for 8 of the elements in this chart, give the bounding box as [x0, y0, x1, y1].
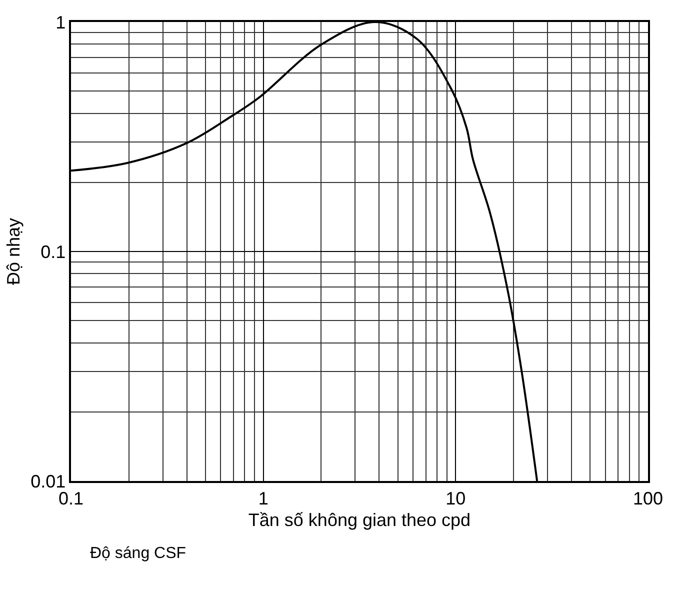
- y-axis-title: Độ nhạy: [3, 218, 24, 286]
- x-tick-label: 100: [632, 488, 664, 508]
- y-tick-label: 1: [56, 12, 66, 32]
- y-tick-label: 0.1: [40, 242, 66, 262]
- x-axis-title: Tần số không gian theo cpd: [248, 510, 471, 530]
- x-tick-label: 10: [446, 488, 466, 508]
- x-tick-label: 1: [258, 488, 268, 508]
- text: Độ sáng CSF: [90, 545, 186, 562]
